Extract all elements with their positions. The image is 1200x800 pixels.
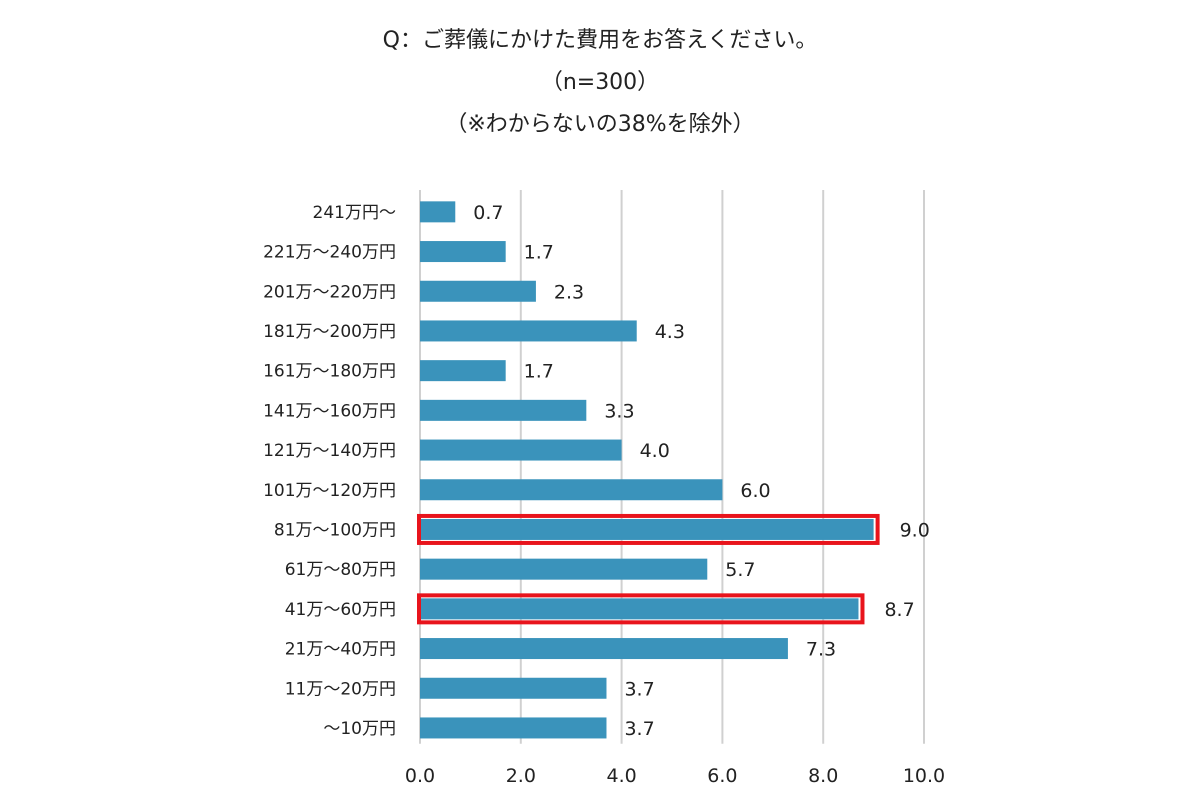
chart-note: （※わからないの38%を除外） [445, 112, 755, 137]
bar [420, 201, 456, 223]
chart-sample-size: （n=300） [540, 70, 660, 95]
data-label: 8.7 [884, 599, 914, 621]
bar [420, 439, 622, 461]
data-label: 1.7 [524, 361, 554, 383]
data-label: 7.3 [806, 639, 836, 661]
bar [420, 638, 788, 660]
chart-title: Q：ご葬儀にかけた費用をお答えください。 [382, 28, 818, 53]
bar [420, 717, 607, 739]
bar [420, 399, 587, 421]
category-label: 101万～120万円 [263, 481, 396, 501]
data-label: 6.0 [740, 480, 770, 502]
bar [420, 598, 859, 620]
category-label: 161万～180万円 [263, 362, 396, 382]
x-tick-label: 6.0 [707, 765, 737, 787]
data-label: 5.7 [725, 559, 755, 581]
category-label: 201万～220万円 [263, 282, 396, 302]
x-tick-label: 10.0 [903, 765, 945, 787]
category-label: 141万～160万円 [263, 401, 396, 421]
bar-highlight-outline [417, 513, 880, 545]
category-label: 241万円～ [313, 203, 396, 223]
category-label: 61万～80万円 [285, 560, 396, 580]
category-label: ～10万円 [323, 719, 396, 739]
data-label: 3.7 [624, 718, 654, 740]
x-tick-label: 8.0 [808, 765, 838, 787]
data-label: 4.0 [640, 440, 670, 462]
data-label: 3.7 [624, 678, 654, 700]
bar [420, 677, 607, 699]
bar [420, 479, 723, 501]
bar [420, 518, 874, 540]
x-tick-label: 2.0 [506, 765, 536, 787]
data-label: 1.7 [524, 242, 554, 264]
data-label: 4.3 [655, 321, 685, 343]
category-label: 11万～20万円 [285, 679, 396, 699]
x-tick-label: 0.0 [405, 765, 435, 787]
data-label: 9.0 [900, 519, 930, 541]
category-label: 21万～40万円 [285, 640, 396, 660]
category-label: 41万～60万円 [285, 600, 396, 620]
data-label: 0.7 [473, 202, 503, 224]
bar [420, 241, 506, 263]
x-tick-label: 4.0 [606, 765, 636, 787]
category-label: 181万～200万円 [263, 322, 396, 342]
bar [420, 320, 637, 342]
bar [420, 280, 536, 302]
data-label: 2.3 [554, 281, 584, 303]
bar [420, 558, 708, 580]
data-label: 3.3 [604, 400, 634, 422]
bar-highlight-outline [417, 593, 865, 625]
category-label: 81万～100万円 [274, 520, 396, 540]
bar [420, 360, 506, 382]
category-label: 221万～240万円 [263, 243, 396, 263]
category-label: 121万～140万円 [263, 441, 396, 461]
